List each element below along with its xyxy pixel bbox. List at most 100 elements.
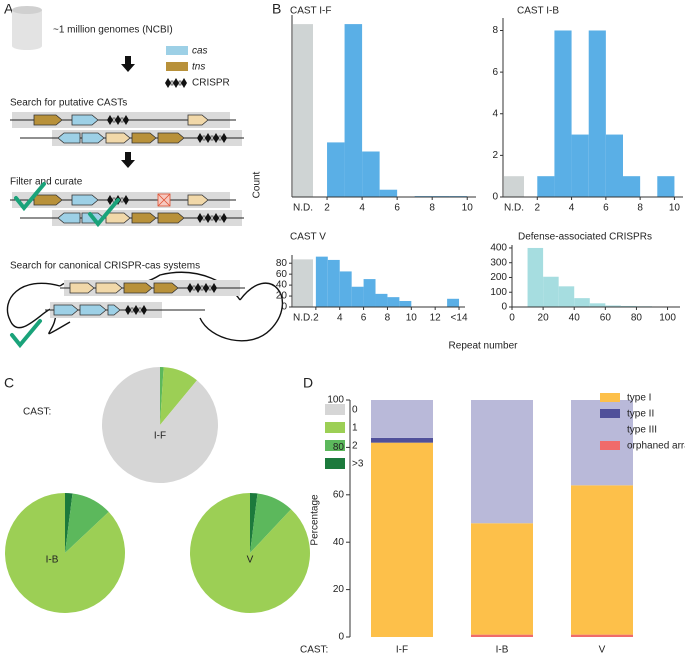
histogram-bar [399,300,412,307]
crispr-repeat [165,78,171,88]
legend-text: CRISPR [192,78,230,89]
x-tick-label: 2 [535,203,541,214]
x-tick-label: 12 [430,313,442,324]
legend-swatch [600,425,620,434]
x-tick-label: 10 [669,203,681,214]
bar-segment [571,485,633,635]
y-tick-label: 20 [333,584,345,595]
crispr-repeat [123,195,129,205]
crispr-repeat [133,305,139,315]
crispr-spacer [200,285,204,291]
histogram-bar [605,134,623,197]
crispr-repeat [205,213,211,223]
y-axis-label: Percentage [310,494,321,546]
crispr-repeat [195,283,201,293]
pie-label: V [247,555,254,566]
histogram-bar [574,298,590,307]
panel-label: A [4,1,14,17]
gene [71,114,99,126]
x-tick-label: 6 [394,203,400,214]
x-tick-label: N.D. [293,313,313,324]
gene [123,282,153,294]
flow-arrow [121,56,135,72]
crispr-repeat [125,305,131,315]
pie-slice [65,493,73,553]
x-tick-label: 6 [361,313,367,324]
y-tick-label: 0 [501,302,507,313]
gene [153,282,179,294]
check-mark [10,319,42,349]
y-tick-label: 300 [490,257,507,268]
x-prefix-label: CAST: [300,645,328,656]
legend-text: tns [192,62,205,73]
y-tick-label: 0 [281,302,287,313]
pie-label: I-F [154,431,166,442]
legend-label: type II [627,409,654,420]
legend-swatch [600,393,620,402]
histogram-bar [558,286,575,307]
pie-slice [190,493,310,613]
x-tick-label: 8 [385,313,391,324]
legend-label: 0 [352,405,358,416]
histogram-bar [554,30,572,197]
legend-label: type III [627,425,657,436]
legend-label: orphaned array [627,441,685,452]
y-tick-label: 8 [492,25,498,36]
legend-swatch [166,46,188,55]
gene [187,194,209,206]
crispr-spacer [120,117,124,123]
histogram-bar [344,24,363,197]
x-axis-label: Repeat number [449,341,519,352]
pie-slice [5,493,126,613]
gene [79,304,107,316]
x-tick-label: 20 [538,313,550,324]
database-text: ~1 million genomes (NCBI) [53,25,173,36]
gene [131,212,157,224]
bar-segment [571,634,633,637]
x-tick-label: 100 [659,313,676,324]
pie-group-label: CAST: [23,407,51,418]
x-tick-label: 4 [569,203,575,214]
x-tick-label: 0 [509,313,515,324]
y-tick-label: 0 [492,192,498,203]
crispr-repeat [197,133,203,143]
histogram-bar [327,142,345,197]
crispr-repeat [213,133,219,143]
pie-slice [160,367,164,425]
x-tick-label: 2 [324,203,330,214]
crispr-repeat [107,115,113,125]
bar-segment [471,400,533,524]
crispr-repeat [197,213,203,223]
crispr-spacer [112,117,116,123]
crispr-repeat [221,133,227,143]
histogram-bar [387,297,400,307]
chart-title: CAST I-F [290,6,331,17]
crispr-spacer [138,307,142,313]
y-tick-label: 100 [490,287,507,298]
y-tick-label: 200 [490,272,507,283]
x-tick-label: 8 [637,203,643,214]
y-tick-label: 100 [327,395,344,406]
filtered-cross [157,193,171,207]
histogram-bar [327,259,340,307]
legend-swatch [600,409,620,418]
y-tick-label: 4 [492,108,498,119]
legend-swatch [166,62,188,71]
legend-label: 2 [352,441,358,452]
check-mark [88,198,120,228]
step-text: Search for putative CASTs [10,98,127,109]
x-tick-label: 60 [600,313,612,324]
histogram-bar [605,305,621,307]
nd-bar [293,24,313,197]
gene [157,212,185,224]
histogram-bar [588,30,606,197]
x-tick-label: 8 [429,203,435,214]
chart-title: CAST V [290,232,326,243]
gene [69,282,95,294]
histogram-bar [657,176,675,197]
pie-label: I-B [46,555,59,566]
crispr-spacer [192,285,196,291]
crispr-spacer [210,215,214,221]
crispr-repeat [173,78,179,88]
